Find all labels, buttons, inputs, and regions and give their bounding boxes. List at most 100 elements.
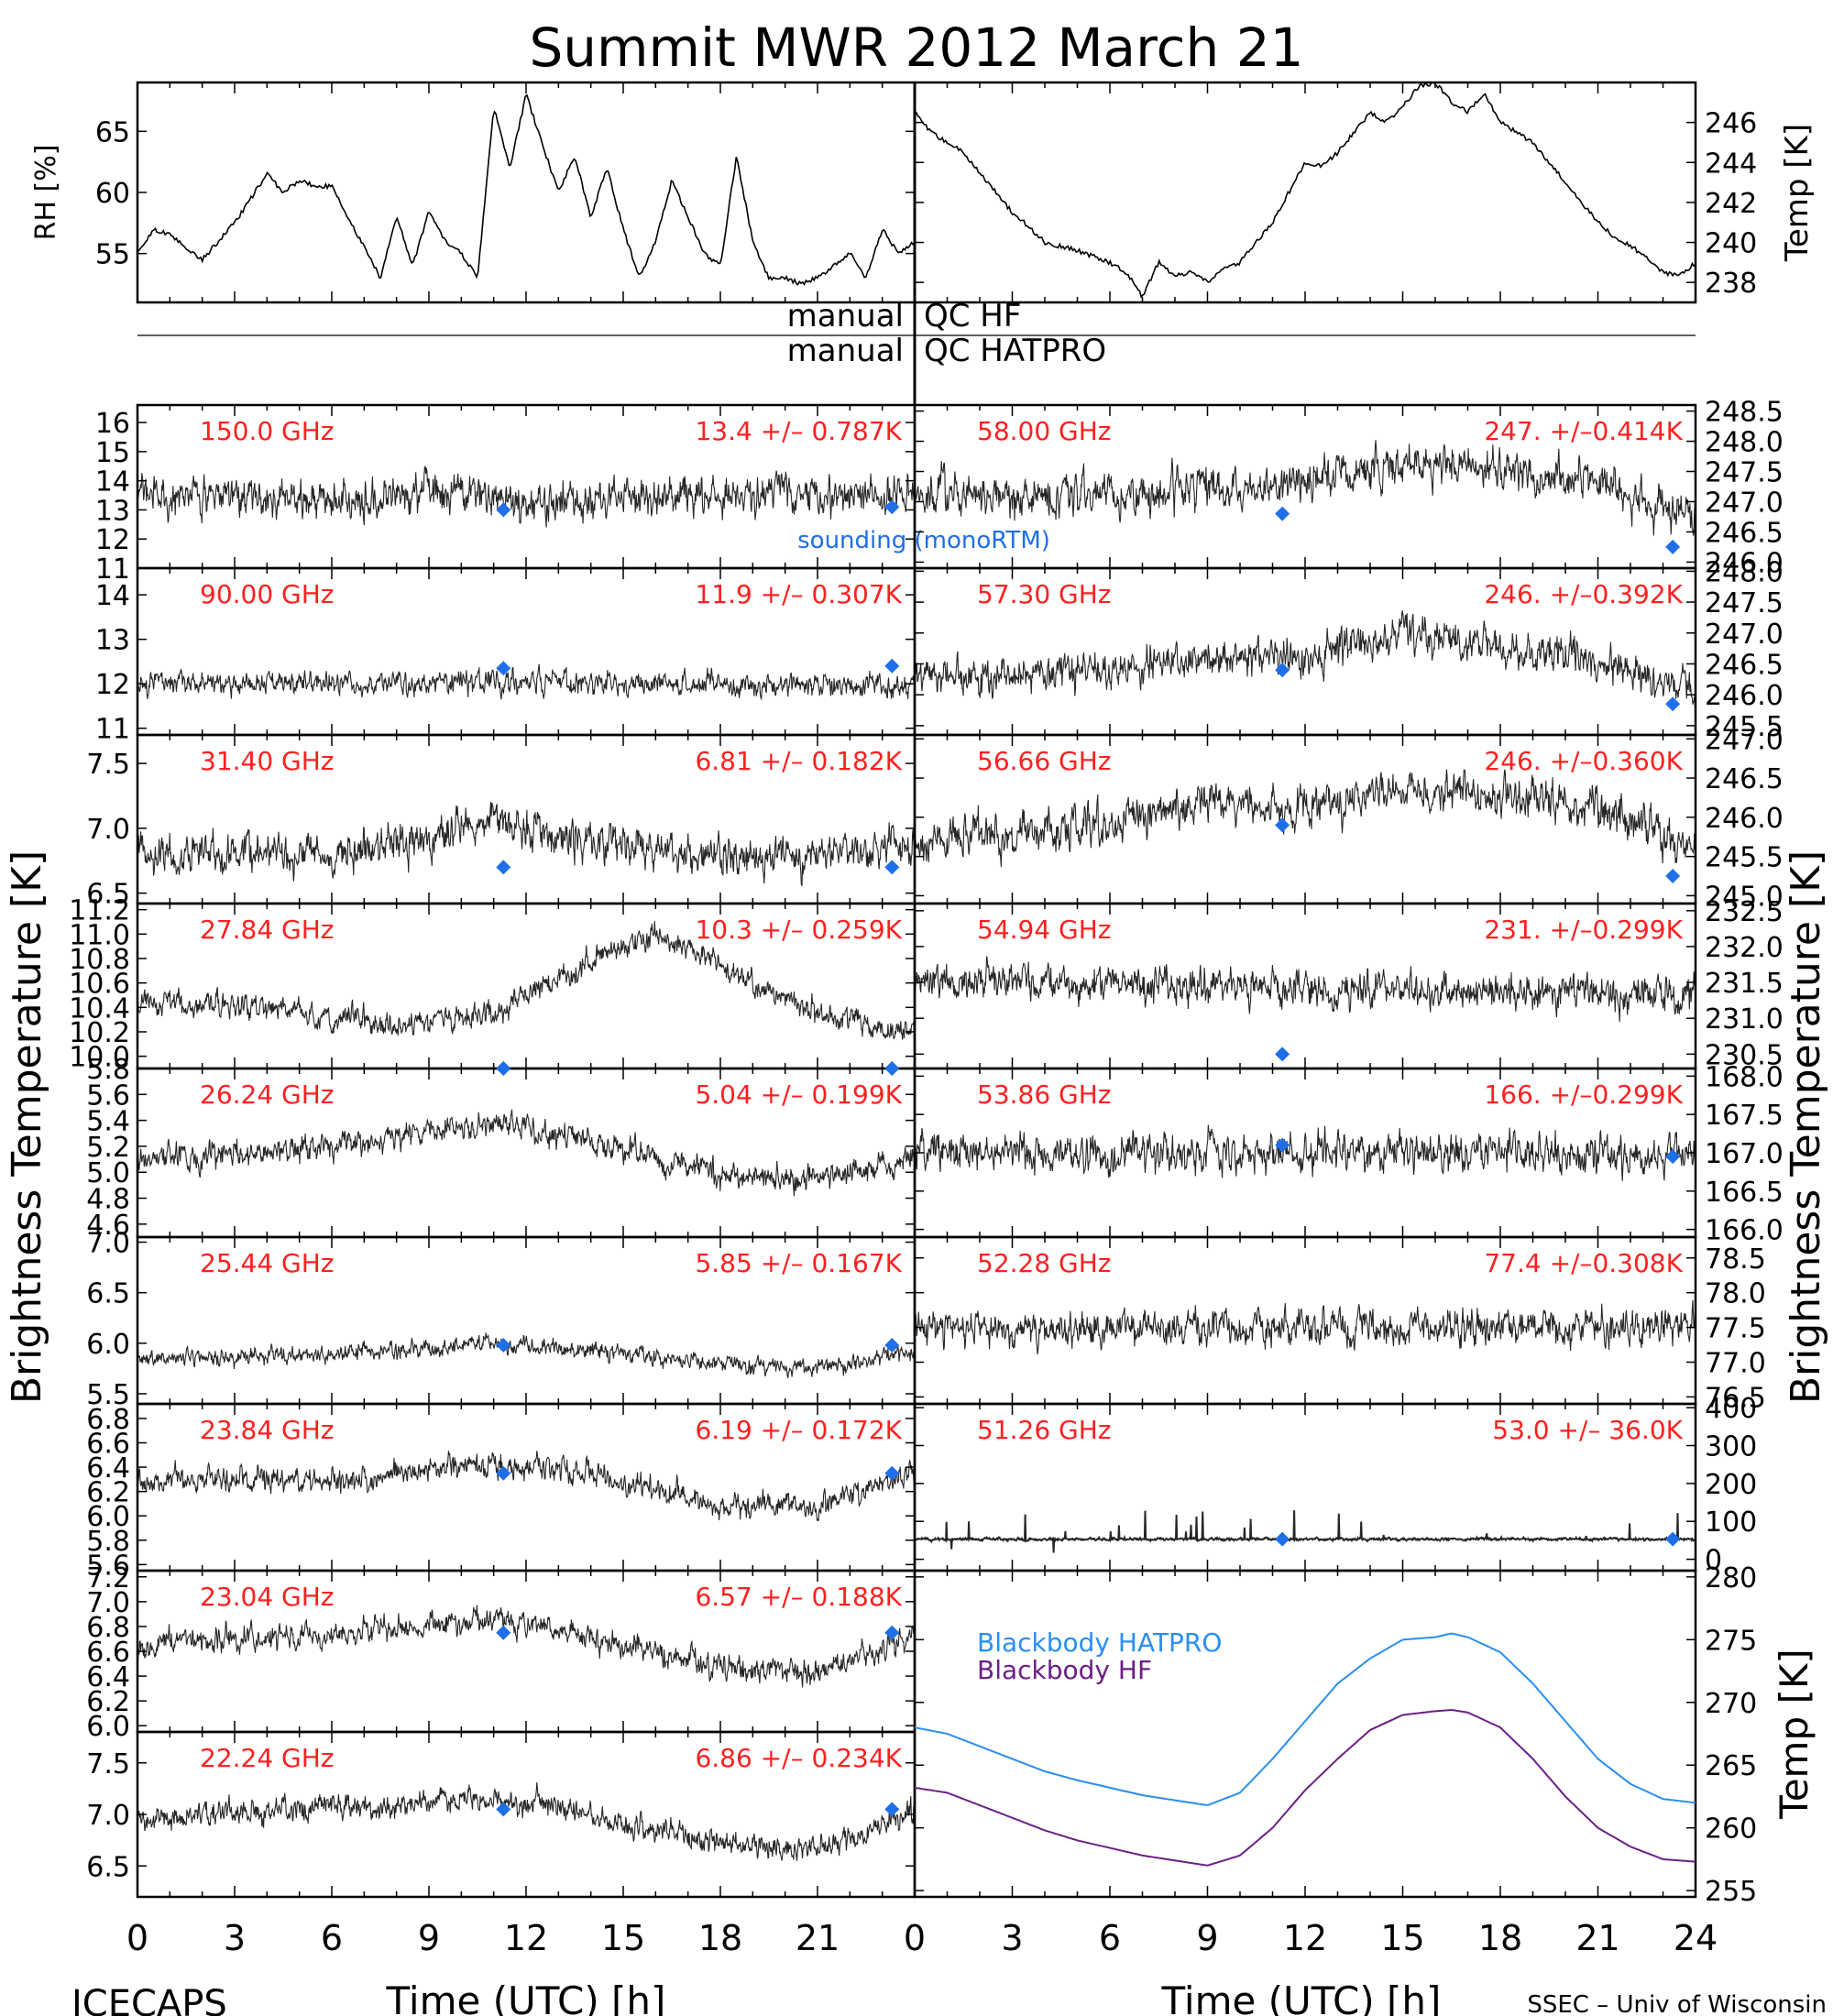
y-tick-label: 11.2 — [69, 895, 130, 927]
channel-stat: 10.3 +/– 0.259K — [695, 915, 902, 945]
y-tick-label: 242 — [1705, 188, 1757, 220]
y-tick-label: 248.0 — [1705, 556, 1784, 588]
panel-f52: 76.577.077.578.078.5 52.28 GHz 77.4 +/–0.3… — [913, 1235, 1766, 1414]
y-tick-label: 245.0 — [1705, 881, 1784, 913]
channel-stat: 6.57 +/– 0.188K — [695, 1582, 902, 1612]
y-tick-label: 7.0 — [86, 1228, 130, 1260]
y-tick-label: 167.0 — [1705, 1138, 1784, 1170]
y-tick-label: 247.5 — [1705, 457, 1784, 489]
channel-stat: 246. +/–0.392K — [1484, 579, 1683, 609]
channel-label: 58.00 GHz — [977, 416, 1112, 446]
legend-entry: Blackbody HATPRO — [977, 1627, 1222, 1658]
y-tick-label: 168.0 — [1705, 1061, 1784, 1093]
sounding-point — [496, 1338, 511, 1353]
panel-temp: 238 240 242 244 246 Temp [K] — [913, 81, 1816, 304]
panel-f26: 4.64.85.05.25.45.65.8 26.24 GHz 5.04 +/– 0… — [86, 1054, 916, 1242]
y-tick-label: 232.0 — [1705, 932, 1784, 964]
channel-label: 57.30 GHz — [977, 579, 1112, 609]
y-tick-label: 247.5 — [1705, 587, 1784, 619]
y-tick-label: 78.5 — [1705, 1244, 1766, 1276]
y-tick-label: 244 — [1705, 148, 1757, 180]
y-tick-label: 4.8 — [86, 1184, 130, 1216]
y-tick-label: 7.2 — [86, 1562, 130, 1594]
y-tick-label: 5.5 — [86, 1379, 130, 1411]
channel-stat: 166. +/–0.299K — [1484, 1079, 1683, 1110]
left-xlabel: Time (UTC) [h] — [386, 1978, 666, 2016]
series-line — [914, 1510, 1696, 1553]
y-axis-label: Temp [K] — [1779, 124, 1816, 262]
channel-stat: 6.86 +/– 0.234K — [695, 1743, 902, 1773]
y-tick-label: 240 — [1705, 228, 1757, 260]
sounding-point — [1275, 506, 1290, 521]
left-axis-title: Brightness Temperature [K] — [4, 850, 50, 1404]
channel-stat: 5.85 +/– 0.167K — [695, 1248, 902, 1278]
channel-stat: 6.19 +/– 0.172K — [695, 1415, 902, 1445]
channel-stat: 77.4 +/–0.308K — [1484, 1248, 1683, 1278]
y-tick-label: 12 — [95, 669, 130, 701]
x-tick-label-left: 6 — [321, 1918, 343, 1958]
series-line — [914, 956, 1696, 1023]
sounding-point — [884, 658, 900, 674]
x-tick-label-right: 18 — [1478, 1918, 1522, 1958]
y-tick-label: 11 — [95, 553, 130, 586]
panel-f53: 166.0 166.5 167.0 167.5 168.0 53.86 GHz 166. +… — [913, 1061, 1784, 1247]
panel-f22: 6.5 7.0 7.5 22.24 GHz 6.86 +/– 0.234K — [86, 1730, 916, 1899]
panel-f90: 11 12 13 14 90.00 GHz 11.9 +/– 0.307K — [95, 566, 916, 746]
series-line — [137, 1109, 916, 1197]
y-tick-label: 55 — [95, 239, 130, 271]
channel-stat: 5.04 +/– 0.199K — [695, 1079, 902, 1110]
y-tick-label: 166.5 — [1705, 1177, 1784, 1209]
y-tick-label: 247.0 — [1705, 724, 1784, 756]
sounding-point — [1275, 1531, 1290, 1547]
y-tick-label: 76.5 — [1705, 1382, 1766, 1414]
y-tick-label: 247.0 — [1705, 619, 1784, 651]
channel-stat: 247. +/–0.414K — [1484, 416, 1683, 446]
sounding-point — [496, 860, 511, 875]
y-tick-label: 5.6 — [86, 1079, 130, 1112]
y-tick-label: 275 — [1705, 1625, 1757, 1657]
y-tick-label: 246.5 — [1705, 649, 1784, 681]
channel-label: 27.84 GHz — [200, 915, 335, 945]
qc-rows: manual QC HF manual QC HATPRO — [137, 298, 1696, 369]
series-line — [914, 769, 1696, 868]
x-tick-label-right: 6 — [1099, 1918, 1121, 1958]
y-tick-label: 6.8 — [86, 1404, 130, 1436]
y-tick-label: 246.5 — [1705, 763, 1784, 795]
y-tick-label: 270 — [1705, 1688, 1757, 1720]
legend-entry: Blackbody HF — [977, 1655, 1152, 1685]
y-tick-label: 6.2 — [86, 1477, 130, 1509]
right-axis-title: Brightness Temperature [K] — [1783, 850, 1829, 1404]
y-tick-label: 7.0 — [86, 814, 130, 846]
channel-label: 26.24 GHz — [200, 1079, 335, 1110]
y-tick-label: 231.0 — [1705, 1003, 1784, 1035]
y-tick-label: 6.6 — [86, 1429, 130, 1461]
x-tick-label-left: 15 — [601, 1918, 645, 1958]
y-tick-label: 65 — [95, 116, 130, 148]
y-tick-label: 78.0 — [1705, 1278, 1766, 1310]
y-tick-label: 246.5 — [1705, 517, 1784, 549]
y-tick-label: 14 — [95, 580, 130, 612]
panel-f23_84: 5.65.86.06.26.46.66.8 23.84 GHz 6.19 +/– 0… — [86, 1402, 916, 1582]
sounding-point — [496, 661, 511, 676]
footer-right: SSEC – Univ of Wisconsin — [1527, 1991, 1827, 2016]
y-tick-label: 247.0 — [1705, 487, 1784, 519]
right-xlabel: Time (UTC) [h] — [1161, 1978, 1442, 2016]
panel-f23_04: 6.06.26.46.66.87.07.2 23.04 GHz 6.57 +/– 0… — [86, 1562, 916, 1743]
channel-stat: 231. +/–0.299K — [1484, 915, 1683, 945]
y-tick-label: 10.6 — [69, 969, 130, 1001]
x-tick-label-right: 21 — [1575, 1918, 1619, 1958]
panel-rh: 55 60 65 RH [%] — [30, 81, 916, 304]
series-line — [914, 82, 1696, 299]
y-tick-label: 400 — [1705, 1393, 1757, 1425]
y-tick-label: 245.5 — [1705, 711, 1784, 743]
y-tick-label: 200 — [1705, 1469, 1757, 1501]
x-tick-label-right: 24 — [1674, 1918, 1718, 1958]
series-line-0 — [914, 1632, 1696, 1806]
series-line-1 — [914, 1708, 1696, 1867]
y-tick-label: 265 — [1705, 1750, 1757, 1782]
sounding-point — [496, 1802, 511, 1817]
y-tick-label: 230.5 — [1705, 1039, 1784, 1071]
